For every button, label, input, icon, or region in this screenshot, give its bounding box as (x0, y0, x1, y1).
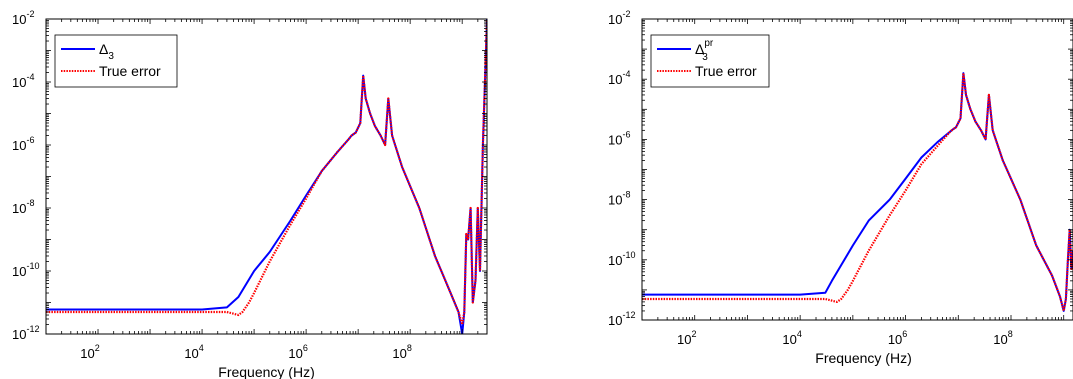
x-tick-exp: 2 (95, 343, 100, 353)
legend-label-main: Δ (695, 41, 704, 57)
y-tick-base: 10 (608, 12, 622, 27)
y-tick-exp: -6 (26, 135, 34, 145)
legend-label-true-error: True error (99, 63, 161, 79)
y-tick-label: 10-2 (12, 9, 34, 27)
chart-1: 102 104 106 10810-1210-1010-810-610-410-2Fr… (12, 9, 488, 379)
y-tick-label: 10-12 (12, 324, 39, 342)
y-tick-base: 10 (608, 193, 622, 208)
y-tick-base: 10 (12, 264, 26, 279)
y-tick-label: 10-4 (12, 72, 34, 90)
y-tick-exp: -6 (622, 129, 630, 139)
legend-label-sub: 3 (108, 51, 114, 62)
x-tick-exp: 8 (1008, 329, 1013, 339)
y-tick-label: 10-4 (608, 69, 630, 87)
y-tick-label: 10-2 (608, 9, 630, 27)
y-tick-base: 10 (608, 72, 622, 87)
y-tick-base: 10 (12, 201, 26, 216)
x-tick-base: 10 (184, 346, 198, 361)
y-tick-exp: -4 (26, 72, 34, 82)
x-tick-label: 108 (392, 343, 411, 361)
x-axis-label: Frequency (Hz) (218, 364, 314, 379)
legend-box (54, 34, 178, 88)
y-tick-label: 10-10 (12, 261, 39, 279)
legend-label-delta: Δpr 3 (695, 38, 714, 63)
x-axis-label: Frequency (Hz) (815, 350, 911, 366)
x-tick-exp: 2 (691, 329, 696, 339)
y-tick-base: 10 (608, 132, 622, 147)
y-tick-exp: -12 (26, 324, 39, 334)
x-tick-label: 104 (782, 329, 801, 347)
y-tick-base: 10 (608, 313, 622, 328)
series-line-true-error (642, 71, 1073, 312)
x-tick-exp: 6 (902, 329, 907, 339)
x-tick-base: 10 (782, 332, 796, 347)
x-tick-exp: 6 (303, 343, 308, 353)
x-tick-label: 106 (288, 343, 307, 361)
y-tick-label: 10-6 (12, 135, 34, 153)
x-tick-base: 10 (288, 346, 302, 361)
y-tick-base: 10 (12, 75, 26, 90)
x-tick-exp: 8 (407, 343, 412, 353)
legend-box (650, 34, 770, 88)
y-tick-label: 10-10 (608, 250, 635, 268)
y-tick-label: 10-12 (608, 310, 635, 328)
x-tick-label: 102 (677, 329, 696, 347)
y-tick-exp: -8 (622, 190, 630, 200)
y-tick-label: 10-8 (608, 190, 630, 208)
x-tick-label: 102 (80, 343, 99, 361)
y-tick-exp: -4 (622, 69, 630, 79)
x-tick-base: 10 (392, 346, 406, 361)
series-line-delta (642, 72, 1073, 312)
x-tick-base: 10 (80, 346, 94, 361)
y-tick-label: 10-8 (12, 198, 34, 216)
y-tick-exp: -10 (26, 261, 39, 271)
x-tick-label: 104 (184, 343, 203, 361)
y-tick-base: 10 (608, 253, 622, 268)
chart-2: 102 104 106 10810-1210-1010-810-610-410-2Fr… (608, 9, 1073, 366)
x-tick-exp: 4 (797, 329, 802, 339)
series-line-true-error (46, 19, 487, 326)
x-tick-base: 10 (993, 332, 1007, 347)
y-tick-base: 10 (12, 138, 26, 153)
legend-label-main: True error (695, 63, 757, 79)
y-tick-exp: -10 (622, 250, 635, 260)
legend-label-true-error: True error (695, 63, 757, 79)
y-tick-exp: -8 (26, 198, 34, 208)
legend-label-sub: 3 (702, 52, 708, 63)
y-tick-base: 10 (12, 12, 26, 27)
x-tick-label: 108 (993, 329, 1012, 347)
x-tick-base: 10 (677, 332, 691, 347)
x-tick-label: 106 (888, 329, 907, 347)
y-tick-exp: -12 (622, 310, 635, 320)
y-tick-base: 10 (12, 327, 26, 342)
y-tick-exp: -2 (622, 9, 630, 19)
legend-label-sup: pr (704, 38, 714, 49)
legend-label-delta: Δ3 (99, 41, 114, 62)
legend-label-main: True error (99, 63, 161, 79)
legend-label-main: Δ (99, 41, 108, 57)
y-tick-exp: -2 (26, 9, 34, 19)
x-tick-base: 10 (888, 332, 902, 347)
x-tick-exp: 4 (199, 343, 204, 353)
y-tick-label: 10-6 (608, 129, 630, 147)
